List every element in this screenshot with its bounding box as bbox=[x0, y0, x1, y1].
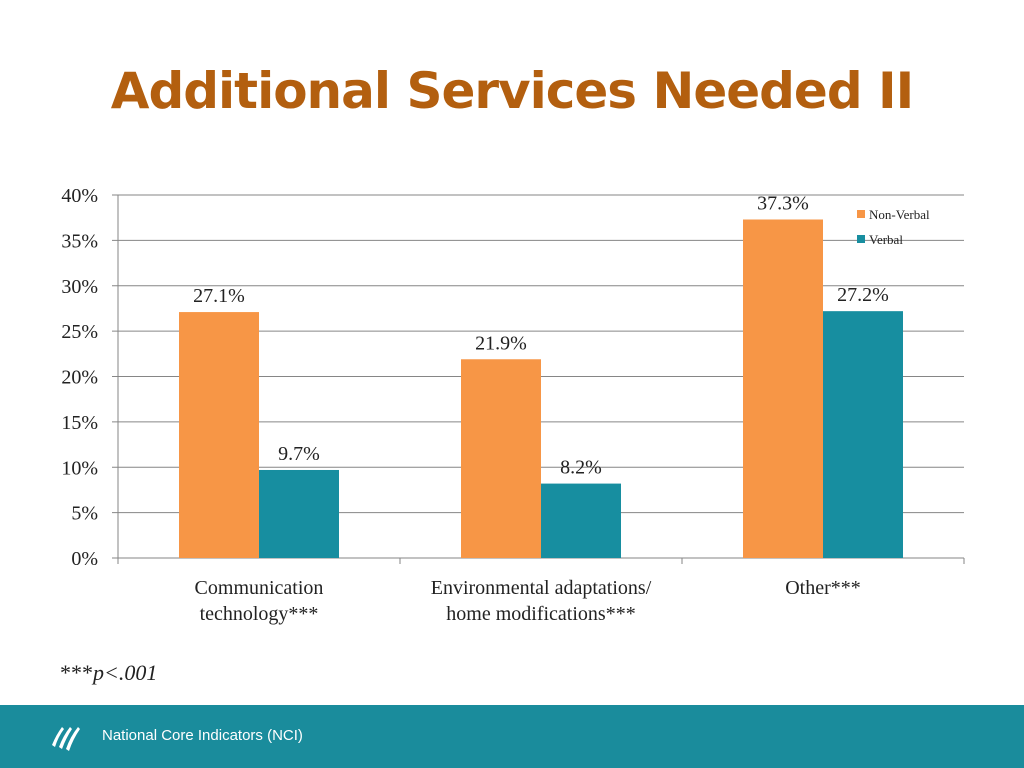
x-tick-label: Environmental adaptations/ bbox=[431, 577, 652, 599]
bar-chart: 0% 5% 10% 15% 20% 25% 30% 35% 40% 27.1% 9.7% Commun… bbox=[61, 185, 965, 625]
bar-non-verbal bbox=[179, 312, 259, 558]
data-label: 9.7% bbox=[278, 443, 320, 465]
data-label: 27.2% bbox=[837, 284, 889, 306]
x-tick-label: home modifications*** bbox=[446, 603, 635, 625]
y-tick-label: 0% bbox=[71, 548, 98, 570]
legend-swatch bbox=[857, 210, 865, 218]
bar-verbal bbox=[541, 483, 621, 558]
bar-non-verbal bbox=[743, 219, 823, 558]
y-tick-label: 35% bbox=[61, 230, 98, 252]
legend-swatch bbox=[857, 235, 865, 243]
y-tick-label: 20% bbox=[61, 367, 98, 389]
bar-verbal bbox=[259, 469, 339, 558]
x-tick-label: Other*** bbox=[785, 577, 861, 599]
legend-label: Verbal bbox=[869, 232, 903, 247]
legend-label: Non-Verbal bbox=[869, 207, 930, 222]
y-tick-label: 40% bbox=[61, 185, 98, 207]
data-label: 8.2% bbox=[560, 457, 602, 479]
x-tick-label: Communication bbox=[195, 577, 324, 599]
footnote: ***p<.001 bbox=[60, 660, 157, 686]
bar-non-verbal bbox=[461, 359, 541, 558]
nci-logo-icon bbox=[52, 727, 80, 751]
y-tick-label: 25% bbox=[61, 321, 98, 343]
footnote-pvalue: p<.001 bbox=[93, 660, 158, 685]
y-tick-label: 30% bbox=[61, 276, 98, 298]
x-tick-label: technology*** bbox=[200, 603, 319, 625]
footnote-stars: *** bbox=[60, 660, 93, 685]
footer-bar: National Core Indicators (NCI) bbox=[0, 705, 1024, 768]
data-label: 37.3% bbox=[757, 193, 809, 215]
y-tick-label: 15% bbox=[61, 412, 98, 434]
data-label: 21.9% bbox=[475, 332, 527, 354]
y-tick-label: 10% bbox=[61, 457, 98, 479]
y-tick-label: 5% bbox=[71, 503, 98, 525]
bar-verbal bbox=[823, 311, 903, 558]
footer-label: National Core Indicators (NCI) bbox=[102, 727, 303, 744]
data-label: 27.1% bbox=[193, 285, 245, 307]
page-title: Additional Services Needed II bbox=[110, 62, 915, 120]
